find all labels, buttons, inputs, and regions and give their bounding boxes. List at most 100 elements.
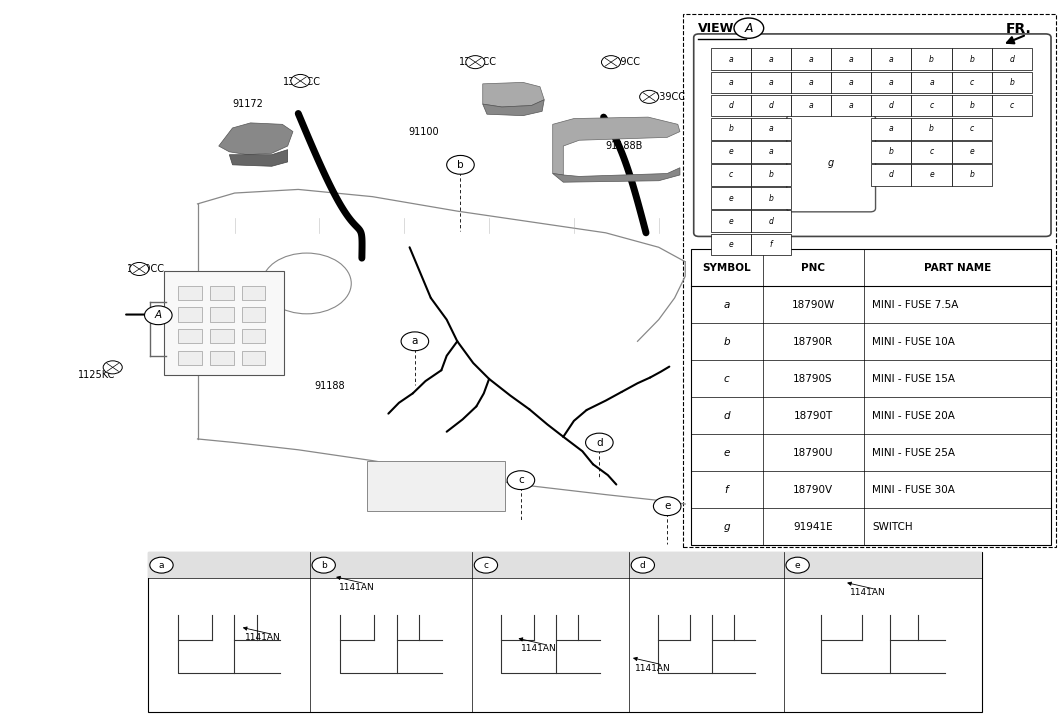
Polygon shape <box>219 123 293 155</box>
FancyBboxPatch shape <box>711 187 750 209</box>
FancyBboxPatch shape <box>711 234 750 256</box>
FancyBboxPatch shape <box>711 141 750 163</box>
Text: d: d <box>889 171 894 179</box>
Circle shape <box>145 306 172 325</box>
Text: a: a <box>849 78 854 87</box>
FancyBboxPatch shape <box>750 118 791 139</box>
Text: 1141AN: 1141AN <box>849 589 885 597</box>
FancyBboxPatch shape <box>951 141 992 163</box>
Circle shape <box>507 470 535 489</box>
Text: d: d <box>889 101 894 110</box>
Circle shape <box>291 75 310 87</box>
Text: a: a <box>889 124 894 133</box>
FancyBboxPatch shape <box>750 72 791 93</box>
FancyBboxPatch shape <box>791 49 831 70</box>
FancyBboxPatch shape <box>951 49 992 70</box>
Polygon shape <box>553 168 680 182</box>
Circle shape <box>474 557 497 573</box>
Text: d: d <box>728 101 733 110</box>
FancyBboxPatch shape <box>831 49 872 70</box>
Text: c: c <box>929 147 933 156</box>
Circle shape <box>103 361 122 374</box>
FancyBboxPatch shape <box>911 72 951 93</box>
FancyBboxPatch shape <box>711 49 750 70</box>
Text: 1141AN: 1141AN <box>338 583 374 592</box>
Text: d: d <box>640 560 645 570</box>
Text: SYMBOL: SYMBOL <box>703 263 750 273</box>
FancyBboxPatch shape <box>694 34 1051 237</box>
Text: MINI - FUSE 10A: MINI - FUSE 10A <box>872 337 955 347</box>
FancyBboxPatch shape <box>872 164 911 186</box>
Text: 18790U: 18790U <box>793 448 833 458</box>
Text: e: e <box>664 501 671 511</box>
FancyBboxPatch shape <box>179 329 202 343</box>
Text: 18790S: 18790S <box>793 374 833 384</box>
Text: b: b <box>969 171 974 179</box>
FancyBboxPatch shape <box>992 94 1032 116</box>
Circle shape <box>602 56 621 69</box>
FancyBboxPatch shape <box>872 72 911 93</box>
Text: d: d <box>769 217 774 226</box>
Text: 1125KC: 1125KC <box>78 370 115 380</box>
FancyBboxPatch shape <box>179 351 202 365</box>
Text: 1339CC: 1339CC <box>459 57 497 67</box>
Text: c: c <box>724 374 729 384</box>
FancyBboxPatch shape <box>951 72 992 93</box>
Polygon shape <box>367 460 505 511</box>
Text: b: b <box>457 160 463 170</box>
FancyBboxPatch shape <box>750 234 791 256</box>
Text: b: b <box>929 54 934 64</box>
Text: a: a <box>809 54 813 64</box>
Text: a: a <box>724 300 730 310</box>
Text: g: g <box>828 158 834 168</box>
Text: a: a <box>769 147 773 156</box>
Text: A: A <box>744 22 753 35</box>
FancyBboxPatch shape <box>711 211 750 232</box>
Text: c: c <box>1010 101 1014 110</box>
Text: b: b <box>889 147 894 156</box>
Text: a: a <box>728 54 733 64</box>
FancyBboxPatch shape <box>831 94 872 116</box>
Text: c: c <box>929 101 933 110</box>
Circle shape <box>446 155 474 174</box>
Text: A: A <box>155 310 162 320</box>
Text: b: b <box>929 124 934 133</box>
Text: e: e <box>969 147 974 156</box>
FancyBboxPatch shape <box>164 271 285 375</box>
Text: a: a <box>809 101 813 110</box>
FancyBboxPatch shape <box>911 118 951 139</box>
Circle shape <box>586 433 613 452</box>
FancyBboxPatch shape <box>872 141 911 163</box>
Text: b: b <box>723 337 730 347</box>
FancyBboxPatch shape <box>951 94 992 116</box>
Text: 18790R: 18790R <box>793 337 833 347</box>
FancyBboxPatch shape <box>179 307 202 322</box>
Text: b: b <box>969 101 974 110</box>
Text: a: a <box>728 78 733 87</box>
Circle shape <box>631 557 655 573</box>
Text: MINI - FUSE 20A: MINI - FUSE 20A <box>872 411 955 421</box>
FancyBboxPatch shape <box>750 164 791 186</box>
FancyBboxPatch shape <box>951 164 992 186</box>
Text: e: e <box>728 240 733 249</box>
Polygon shape <box>553 117 680 175</box>
FancyBboxPatch shape <box>711 118 750 139</box>
Circle shape <box>654 497 681 515</box>
Text: 91188B: 91188B <box>606 141 643 151</box>
Text: e: e <box>728 217 733 226</box>
FancyBboxPatch shape <box>750 187 791 209</box>
Text: MINI - FUSE 15A: MINI - FUSE 15A <box>872 374 955 384</box>
Text: a: a <box>769 124 773 133</box>
Text: 91172: 91172 <box>233 99 264 109</box>
Text: d: d <box>723 411 730 421</box>
Circle shape <box>786 557 809 573</box>
FancyBboxPatch shape <box>787 115 876 212</box>
Text: e: e <box>929 171 934 179</box>
Text: b: b <box>728 124 733 133</box>
FancyBboxPatch shape <box>791 72 831 93</box>
Text: b: b <box>769 171 774 179</box>
Text: PART NAME: PART NAME <box>924 263 991 273</box>
FancyBboxPatch shape <box>210 329 234 343</box>
Text: b: b <box>969 54 974 64</box>
Text: 1141AN: 1141AN <box>636 664 671 673</box>
